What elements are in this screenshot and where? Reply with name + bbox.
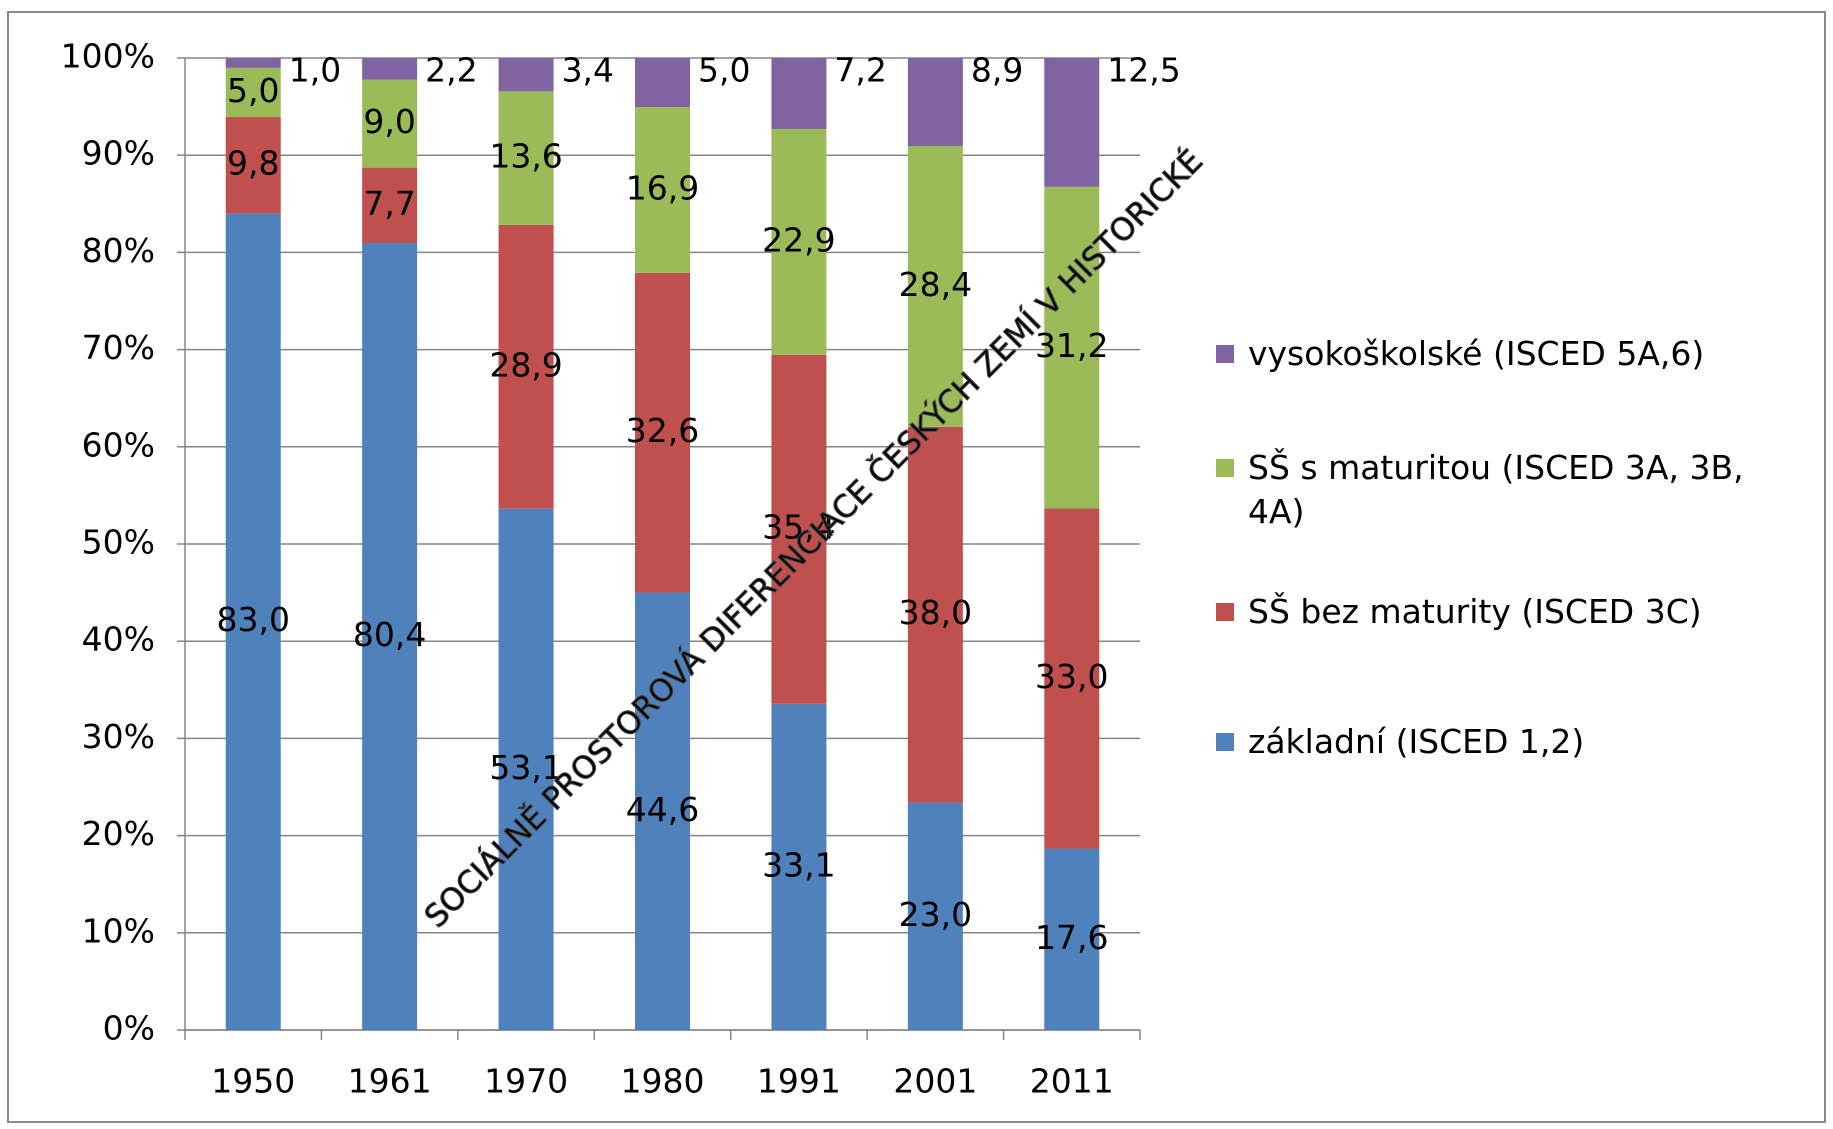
bar-segment: [498, 508, 554, 1030]
data-label: 8,9: [971, 51, 1023, 90]
data-label: 44,6: [626, 790, 699, 829]
data-label: 12,5: [1107, 51, 1180, 90]
bar-segment: [907, 426, 963, 803]
bar-segment: [225, 67, 281, 118]
data-label: 53,1: [489, 748, 562, 787]
x-tick-label: 1961: [348, 1062, 432, 1101]
data-label: 13,6: [489, 137, 562, 176]
bar-segment: [1044, 508, 1100, 849]
bar-segment: [771, 128, 827, 355]
legend-swatch: [1216, 733, 1234, 751]
bar-segment: [907, 58, 963, 147]
data-label: 80,4: [353, 615, 426, 654]
y-tick-label: 80%: [82, 231, 155, 270]
data-label: 38,0: [899, 593, 972, 632]
data-label: 83,0: [216, 600, 289, 639]
data-label: 28,9: [489, 345, 562, 384]
data-label: 16,9: [626, 168, 699, 207]
bar-segment: [225, 213, 281, 1031]
y-tick-label: 50%: [82, 523, 155, 562]
legend-item: základní (ISCED 1,2): [1216, 720, 1776, 764]
bar-segment: [771, 58, 827, 129]
bar-segment: [225, 58, 281, 68]
data-label: 2,2: [425, 51, 477, 90]
y-tick-label: 40%: [82, 620, 155, 659]
data-label: 3,4: [562, 51, 614, 90]
legend-swatch: [1216, 603, 1234, 621]
y-tick-label: 20%: [82, 814, 155, 853]
data-label: 5,0: [227, 71, 279, 110]
bar-segment: [771, 354, 827, 704]
legend-label: vysokoškolské (ISCED 5A,6): [1248, 334, 1705, 373]
y-tick-label: 90%: [82, 134, 155, 173]
data-label: 33,0: [1035, 657, 1108, 696]
legend-label: SŠ s maturitou (ISCED 3A, 3B, 4A): [1248, 448, 1744, 531]
bar-segment: [498, 224, 554, 509]
chart-frame: [7, 11, 1826, 1123]
bar-segment: [1044, 186, 1100, 509]
data-label: 7,7: [363, 184, 415, 223]
data-label: 32,6: [626, 411, 699, 450]
bar-segment: [498, 91, 554, 225]
y-tick-label: 10%: [82, 911, 155, 950]
x-tick-label: 2001: [893, 1062, 977, 1101]
bar-segment: [362, 58, 418, 80]
y-tick-label: 0%: [103, 1009, 155, 1048]
y-tick-label: 100%: [61, 37, 155, 76]
legend-label: základní (ISCED 1,2): [1248, 722, 1585, 761]
data-label: 1,0: [289, 51, 341, 90]
x-tick-label: 1980: [621, 1062, 705, 1101]
data-label: 22,9: [762, 220, 835, 259]
bar-segment: [1044, 58, 1100, 187]
bar-segment: [635, 272, 690, 593]
data-label: 33,1: [762, 845, 835, 884]
data-label: 7,2: [834, 51, 886, 90]
data-label: 31,2: [1035, 326, 1108, 365]
bar-segment: [362, 79, 418, 168]
y-tick-label: 30%: [82, 717, 155, 756]
legend-swatch: [1216, 345, 1234, 363]
bar-segment: [907, 146, 963, 427]
x-tick-label: 2011: [1030, 1062, 1114, 1101]
bar-segment: [907, 802, 963, 1030]
legend-swatch: [1216, 459, 1234, 477]
data-label: 28,4: [899, 265, 972, 304]
bar-segment: [362, 167, 418, 244]
data-label: 5,0: [698, 51, 750, 90]
legend-item: vysokoškolské (ISCED 5A,6): [1216, 332, 1776, 376]
data-label: 17,6: [1035, 918, 1108, 957]
data-label: 9,8: [227, 144, 279, 183]
legend-item: SŠ bez maturity (ISCED 3C): [1216, 590, 1776, 634]
x-tick-label: 1970: [484, 1062, 568, 1101]
y-tick-label: 60%: [82, 425, 155, 464]
bar-segment: [771, 703, 827, 1030]
data-label: 35,4: [762, 508, 835, 547]
bar-segment: [635, 107, 690, 273]
data-label: 23,0: [899, 895, 972, 934]
bar-segment: [362, 243, 418, 1030]
bar-segment: [1044, 848, 1100, 1030]
legend-label: SŠ bez maturity (ISCED 3C): [1248, 592, 1702, 631]
legend-item: SŠ s maturitou (ISCED 3A, 3B, 4A): [1216, 446, 1776, 534]
y-tick-label: 70%: [82, 328, 155, 367]
bar-segment: [225, 117, 281, 214]
x-tick-label: 1991: [757, 1062, 841, 1101]
x-tick-label: 1950: [211, 1062, 295, 1101]
bar-segment: [498, 58, 554, 92]
data-label: 9,0: [363, 102, 415, 141]
bar-segment: [635, 592, 690, 1030]
bar-segment: [635, 58, 690, 108]
